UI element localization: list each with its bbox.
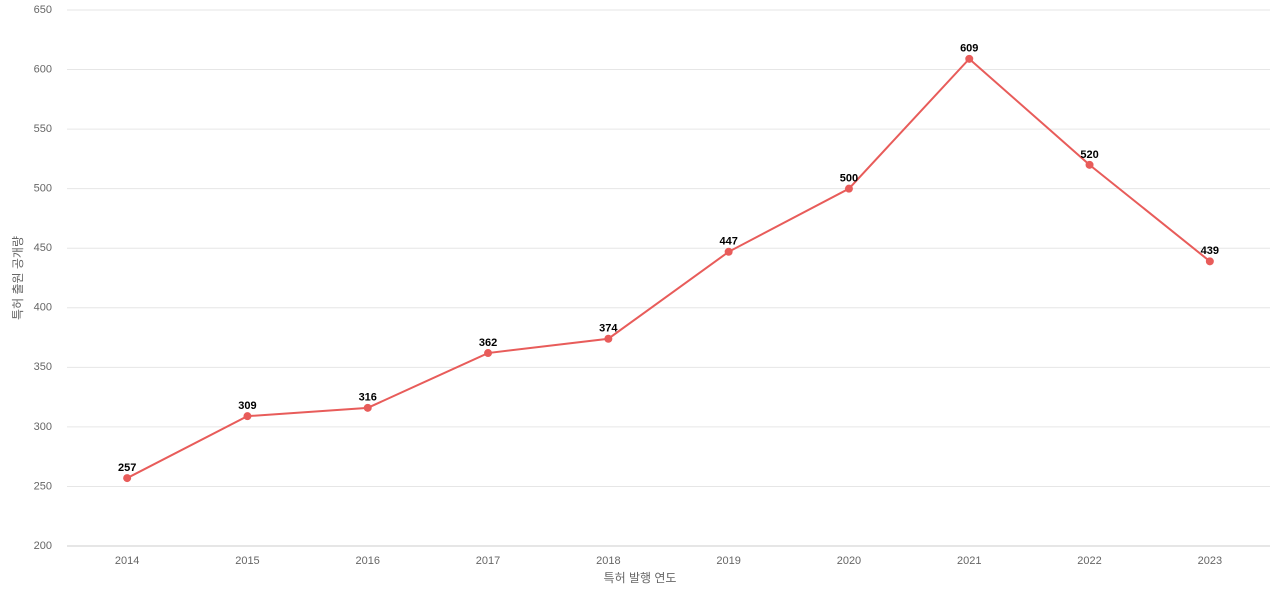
y-tick-label: 200 — [34, 540, 52, 552]
value-label: 500 — [840, 173, 858, 185]
x-tick-label: 2017 — [476, 555, 500, 567]
value-label: 362 — [479, 337, 497, 349]
point — [1085, 160, 1094, 169]
point — [844, 184, 853, 193]
y-tick-label: 600 — [34, 63, 52, 75]
value-label: 520 — [1080, 149, 1098, 161]
point — [243, 412, 252, 421]
y-tick-label: 550 — [34, 123, 52, 135]
value-label: 316 — [359, 392, 377, 404]
x-tick-label: 2022 — [1077, 555, 1101, 567]
line — [126, 57, 1211, 479]
point — [604, 334, 613, 343]
y-tick-label: 650 — [34, 4, 52, 16]
x-tick-label: 2016 — [356, 555, 380, 567]
value-label: 447 — [719, 236, 737, 248]
point — [363, 403, 372, 412]
y-tick-label: 500 — [34, 183, 52, 195]
x-tick-label: 2014 — [115, 555, 139, 567]
value-label: 374 — [599, 323, 618, 335]
point — [1205, 257, 1214, 266]
point — [724, 247, 733, 256]
value-label: 439 — [1201, 245, 1219, 257]
point — [484, 349, 493, 358]
y-tick-label: 400 — [34, 302, 52, 314]
value-label: 257 — [118, 462, 136, 474]
value-label: 609 — [960, 43, 978, 55]
y-tick-label: 250 — [34, 480, 52, 492]
x-tick-label: 2015 — [235, 555, 259, 567]
x-tick-label: 2021 — [957, 555, 981, 567]
value-label: 309 — [238, 400, 256, 412]
x-tick-label: 2018 — [596, 555, 620, 567]
y-tick-label: 300 — [34, 421, 52, 433]
x-tick-label: 2020 — [837, 555, 861, 567]
point — [965, 54, 974, 63]
x-axis-label: 특허 발행 연도 — [604, 570, 677, 585]
x-tick-label: 2023 — [1198, 555, 1222, 567]
x-tick-label: 2019 — [716, 555, 740, 567]
point — [123, 474, 132, 483]
y-tick-label: 450 — [34, 242, 52, 254]
y-axis-label: 특허 출원 공개량 — [11, 236, 25, 320]
y-tick-label: 350 — [34, 361, 52, 373]
